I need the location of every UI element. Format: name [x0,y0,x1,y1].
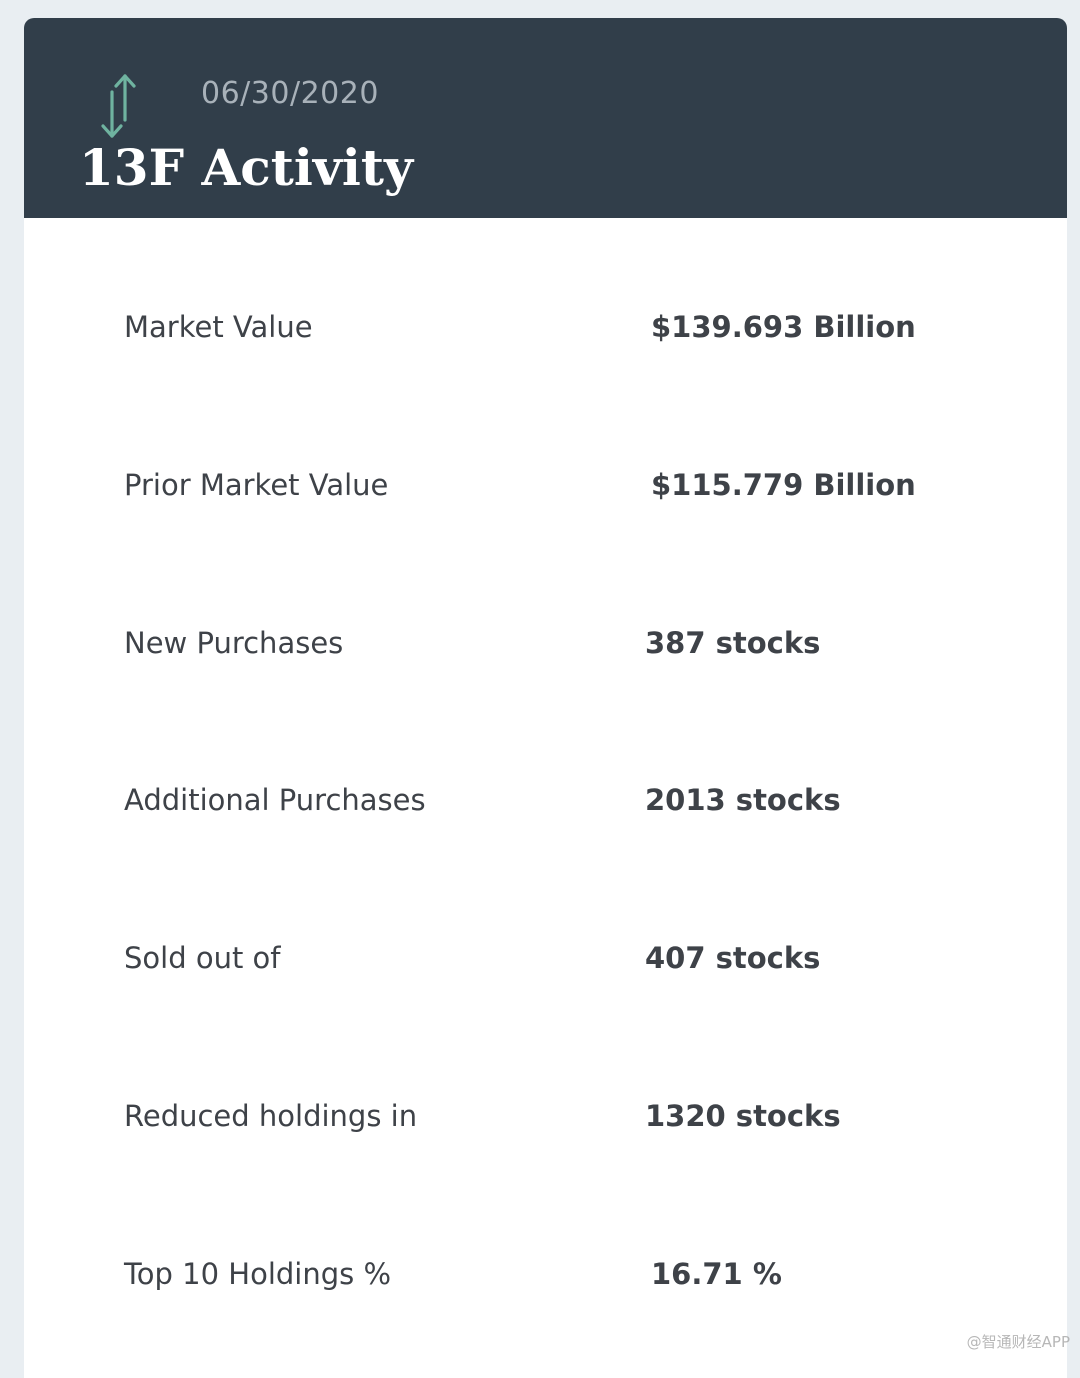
stat-row-sold-out: Sold out of 407 stocks [24,928,1067,988]
stat-value: $139.693 Billion [651,310,916,344]
stat-label: Reduced holdings in [124,1099,418,1133]
watermark: @智通财经APP [966,1333,1070,1351]
stat-label: Additional Purchases [124,783,426,817]
stat-value: 407 stocks [645,941,821,975]
stat-value: 16.71 % [651,1257,782,1291]
stat-label: Prior Market Value [124,468,389,502]
stat-row-reduced-holdings: Reduced holdings in 1320 stocks [24,1086,1067,1146]
page-title: 13F Activity [79,138,414,197]
stat-row-prior-market-value: Prior Market Value $115.779 Billion [24,455,1067,515]
stat-label: Market Value [124,310,313,344]
stat-row-new-purchases: New Purchases 387 stocks [24,613,1067,673]
stat-label: New Purchases [124,626,344,660]
stat-value: 1320 stocks [645,1099,841,1133]
stat-value: 387 stocks [645,626,821,660]
stat-value: 2013 stocks [645,783,841,817]
stat-row-top10-holdings: Top 10 Holdings % 16.71 % [24,1244,1067,1304]
up-down-arrows-icon [94,70,144,142]
stat-value: $115.779 Billion [651,468,916,502]
stat-label: Top 10 Holdings % [124,1257,392,1291]
stat-row-additional-purchases: Additional Purchases 2013 stocks [24,770,1067,830]
activity-card: 06/30/2020 13F Activity Market Value $13… [24,18,1067,1378]
stat-label: Sold out of [124,941,281,975]
report-date: 06/30/2020 [201,76,379,111]
card-header: 06/30/2020 13F Activity [24,18,1067,218]
stat-row-market-value: Market Value $139.693 Billion [24,297,1067,357]
